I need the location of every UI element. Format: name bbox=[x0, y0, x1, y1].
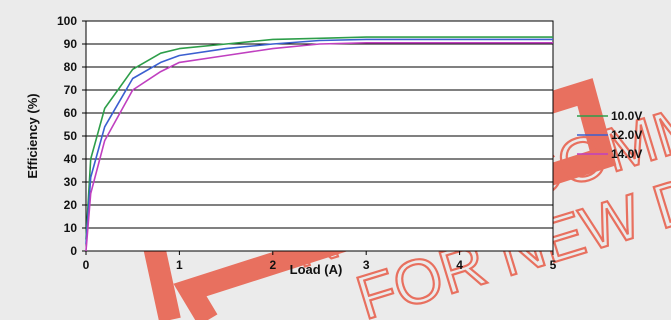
x-tick-label-2: 2 bbox=[269, 258, 276, 272]
y-tick-label-30: 30 bbox=[64, 175, 78, 189]
series-line-12.0V bbox=[85, 38, 553, 245]
y-tick-label-50: 50 bbox=[64, 129, 78, 143]
axes bbox=[82, 20, 554, 255]
y-tick-label-10: 10 bbox=[64, 221, 78, 235]
x-tick-label-5: 5 bbox=[550, 258, 557, 272]
x-tick-label-1: 1 bbox=[176, 258, 183, 272]
x-tick-label-3: 3 bbox=[363, 258, 370, 272]
series-line-10.0V bbox=[85, 36, 553, 240]
y-tick-label-80: 80 bbox=[64, 60, 78, 74]
legend: 10.0V 12.0V 14.0V bbox=[577, 109, 642, 161]
legend-label-12.0V: 12.0V bbox=[611, 128, 642, 142]
grid bbox=[86, 20, 553, 252]
y-tick-label-0: 0 bbox=[70, 244, 77, 258]
tick-labels: 0 10 20 30 40 50 60 70 80 90 100 0 1 2 3 4 5 bbox=[57, 14, 557, 272]
y-axis-title: Efficiency (%) bbox=[25, 93, 40, 178]
y-tick-label-100: 100 bbox=[57, 14, 77, 28]
y-tick-label-20: 20 bbox=[64, 198, 78, 212]
series-line-14.0V bbox=[85, 41, 553, 252]
y-tick-label-40: 40 bbox=[64, 152, 78, 166]
legend-label-10.0V: 10.0V bbox=[611, 109, 642, 123]
y-tick-label-70: 70 bbox=[64, 83, 78, 97]
x-tick-label-0: 0 bbox=[83, 258, 90, 272]
series-lines bbox=[85, 36, 553, 252]
y-tick-label-90: 90 bbox=[64, 37, 78, 51]
legend-label-14.0V: 14.0V bbox=[611, 147, 642, 161]
x-axis-title: Load (A) bbox=[290, 262, 343, 277]
y-tick-label-60: 60 bbox=[64, 106, 78, 120]
x-tick-label-4: 4 bbox=[456, 258, 463, 272]
